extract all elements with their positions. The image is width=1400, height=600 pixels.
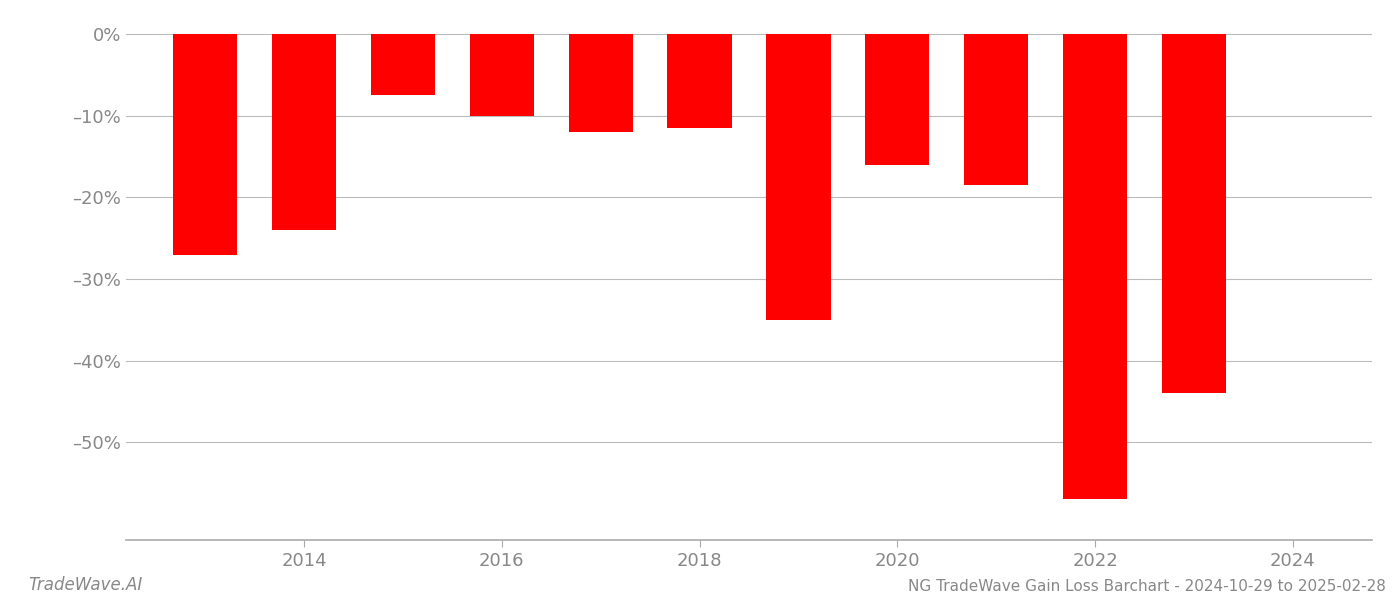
Bar [568, 34, 633, 132]
Bar [371, 34, 435, 95]
Text: TradeWave.AI: TradeWave.AI [28, 576, 143, 594]
Bar [1063, 34, 1127, 499]
Bar [965, 34, 1029, 185]
Bar [469, 34, 533, 116]
Bar [865, 34, 930, 165]
Bar [766, 34, 830, 320]
Bar [174, 34, 237, 254]
Text: NG TradeWave Gain Loss Barchart - 2024-10-29 to 2025-02-28: NG TradeWave Gain Loss Barchart - 2024-1… [909, 579, 1386, 594]
Bar [272, 34, 336, 230]
Bar [668, 34, 732, 128]
Bar [1162, 34, 1226, 393]
